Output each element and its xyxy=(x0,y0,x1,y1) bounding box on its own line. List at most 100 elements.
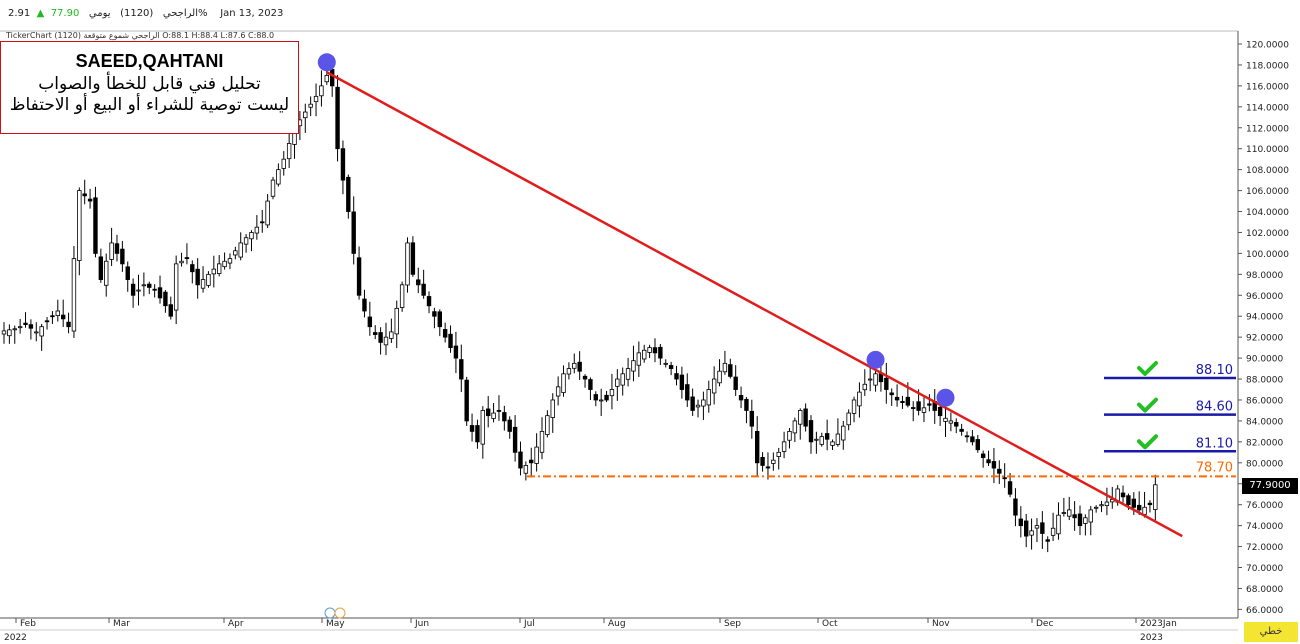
candle-body xyxy=(1153,484,1158,510)
change-percent: 2.91% xyxy=(8,8,208,19)
candle-body xyxy=(157,287,163,299)
y-tick-label: 104.0000 xyxy=(1246,208,1289,218)
check-icon xyxy=(1137,434,1158,450)
candle-body xyxy=(760,456,765,466)
year-label: 2022 xyxy=(4,633,27,643)
candle-body xyxy=(636,352,642,366)
candle-body xyxy=(555,386,561,397)
candle-body xyxy=(841,425,846,441)
y-tick-label: 76.0000 xyxy=(1246,501,1283,511)
candle-body xyxy=(335,86,340,150)
y-tick-label: 96.0000 xyxy=(1246,292,1283,302)
candle-body xyxy=(878,373,884,383)
candle-body xyxy=(690,396,695,411)
candle-body xyxy=(1029,530,1034,536)
candle-body xyxy=(168,304,173,317)
x-tick-label: Feb xyxy=(20,619,36,629)
candle-body xyxy=(668,365,674,369)
candle-body xyxy=(685,384,690,401)
candle-body xyxy=(846,412,851,426)
candle-body xyxy=(399,284,405,308)
y-tick-label: 100.0000 xyxy=(1246,250,1289,260)
y-tick-label: 84.0000 xyxy=(1246,417,1283,427)
candle-body xyxy=(308,103,313,108)
candle-body xyxy=(77,190,82,261)
candle-body xyxy=(625,368,631,380)
candle-body xyxy=(566,368,572,375)
candle-body xyxy=(163,291,168,307)
y-tick-label: 114.0000 xyxy=(1246,103,1289,113)
candle-body xyxy=(894,396,900,401)
last-price-badge: 77.9000 xyxy=(1242,478,1298,494)
candle-body xyxy=(227,258,233,264)
candle-body xyxy=(356,257,362,296)
y-tick-label: 98.0000 xyxy=(1246,271,1283,281)
candle-body xyxy=(23,322,28,325)
candle-body xyxy=(1040,522,1045,534)
candle-body xyxy=(55,310,60,316)
candle-body xyxy=(147,283,152,288)
candle-body xyxy=(28,324,34,329)
candle-body xyxy=(313,95,319,103)
candle-body xyxy=(66,321,71,328)
candle-body xyxy=(238,242,243,258)
candle-body xyxy=(319,85,324,97)
candle-body xyxy=(120,248,125,265)
last-price: 77.90 xyxy=(50,8,80,19)
x-tick-label: Sep xyxy=(724,619,741,629)
touch-point-marker xyxy=(936,388,955,407)
candle-body xyxy=(803,408,808,427)
disclaimer-line-1: تحليل فني قابل للخطأ والصواب xyxy=(38,74,261,94)
check-icon xyxy=(1137,397,1158,413)
candle-body xyxy=(959,428,964,432)
candle-body xyxy=(98,256,104,280)
candle-body xyxy=(1093,506,1099,509)
candle-body xyxy=(485,408,491,417)
candle-body xyxy=(475,425,480,443)
candle-body xyxy=(416,279,421,286)
candle-body xyxy=(1077,513,1083,527)
candle-body xyxy=(1088,509,1093,523)
candle-body xyxy=(954,422,959,427)
candle-body xyxy=(437,311,442,328)
downtrend-line xyxy=(326,71,1183,538)
candle-body xyxy=(222,260,227,268)
candle-body xyxy=(378,332,383,343)
candle-body xyxy=(830,441,835,446)
candle-body xyxy=(765,466,771,469)
candle-body xyxy=(577,361,582,372)
candle-body xyxy=(733,376,738,390)
candle-body xyxy=(421,283,426,296)
candle-body xyxy=(970,436,975,443)
y-tick-label: 82.0000 xyxy=(1246,438,1283,448)
candle-body xyxy=(1007,481,1013,495)
candle-body xyxy=(916,401,921,411)
x-tick-label: Aug xyxy=(608,619,626,629)
candle-body xyxy=(480,410,486,445)
candle-body xyxy=(82,193,87,197)
candle-body xyxy=(410,242,416,275)
candle-body xyxy=(695,404,701,408)
candle-body xyxy=(873,373,878,386)
candle-body xyxy=(835,433,841,445)
candle-body xyxy=(173,263,179,311)
candle-body xyxy=(109,242,114,260)
chart-mode-button[interactable]: خطي xyxy=(1244,622,1298,642)
candle-body xyxy=(937,406,943,417)
candle-body xyxy=(1002,477,1007,480)
candle-body xyxy=(87,198,93,202)
candle-body xyxy=(711,378,717,394)
x-tick-label: Jul xyxy=(523,619,535,629)
stock-name: الراجحي xyxy=(162,8,198,19)
candle-body xyxy=(491,412,496,419)
y-tick-label: 116.0000 xyxy=(1246,82,1289,92)
candle-body xyxy=(12,328,17,331)
candle-body xyxy=(152,288,157,291)
candle-body xyxy=(464,379,469,422)
support-label: 78.70 xyxy=(1196,460,1233,475)
candle-body xyxy=(130,283,136,296)
candle-body xyxy=(518,451,523,469)
candle-body xyxy=(738,395,744,401)
candle-body xyxy=(44,320,50,323)
candle-body xyxy=(980,453,986,458)
